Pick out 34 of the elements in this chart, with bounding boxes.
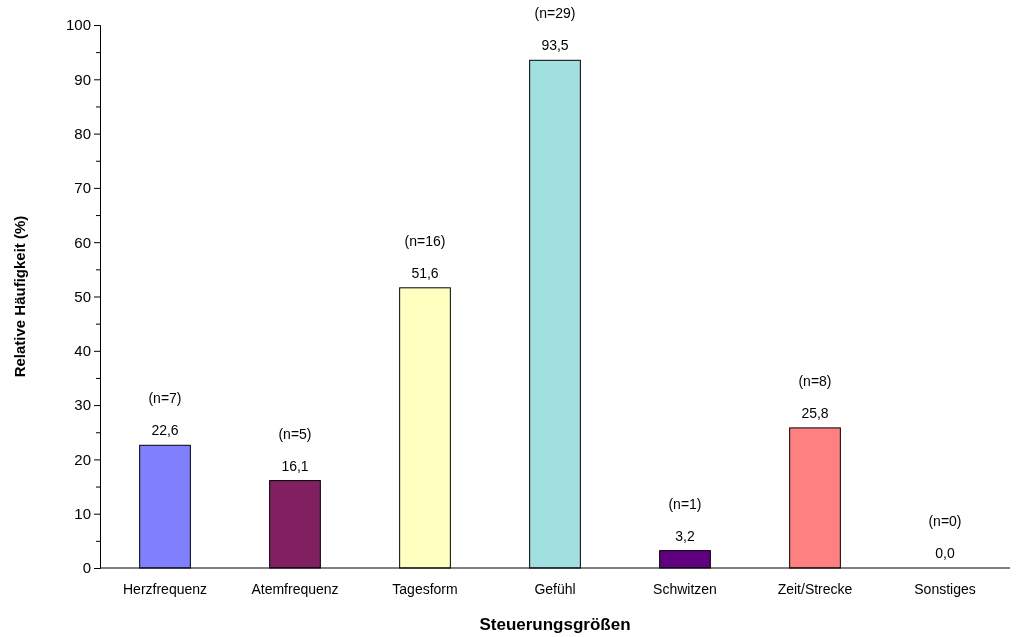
y-tick-label: 10 — [74, 505, 91, 522]
y-tick-label: 40 — [74, 342, 91, 360]
y-axis-title: Relative Häufigkeit (%) — [11, 215, 28, 378]
x-tick-label: Gefühl — [534, 580, 576, 597]
data-label: 22,6 — [151, 422, 179, 439]
x-tick-label: Tagesform — [392, 580, 458, 597]
data-label: 25,8 — [801, 404, 829, 421]
annotation: (n=8) — [798, 372, 832, 389]
x-axis-title: Steuerungsgrößen — [479, 615, 631, 634]
y-tick-label: 60 — [74, 233, 91, 251]
annotation: (n=16) — [404, 232, 446, 249]
y-tick-label: 70 — [74, 179, 91, 197]
annotation: (n=0) — [928, 513, 962, 529]
data-label: 0,0 — [935, 545, 955, 561]
x-tick-label: Sonstiges — [914, 580, 976, 597]
data-label: 93,5 — [541, 37, 569, 54]
x-tick-label: Herzfrequenz — [122, 580, 208, 597]
annotation: (n=7) — [148, 390, 182, 407]
y-tick-label: 20 — [74, 450, 91, 468]
annotation: (n=5) — [278, 425, 312, 442]
y-tick-label: 0 — [82, 559, 91, 577]
x-tick-label: Zeit/Strecke — [777, 580, 853, 597]
y-tick-label: 100 — [65, 16, 91, 34]
y-tick-label: 90 — [74, 70, 91, 88]
y-tick-label: 30 — [74, 396, 91, 414]
data-label: 16,1 — [281, 457, 309, 474]
annotation: (n=1) — [668, 495, 702, 512]
data-label: 3,2 — [675, 527, 695, 544]
y-tick-label: 80 — [74, 124, 91, 142]
annotation: (n=29) — [534, 5, 576, 22]
x-tick-label: Atemfrequenz — [251, 580, 339, 597]
x-tick-label: Schwitzen — [653, 580, 717, 597]
y-tick-label: 50 — [74, 287, 91, 305]
data-label: 51,6 — [411, 264, 439, 281]
